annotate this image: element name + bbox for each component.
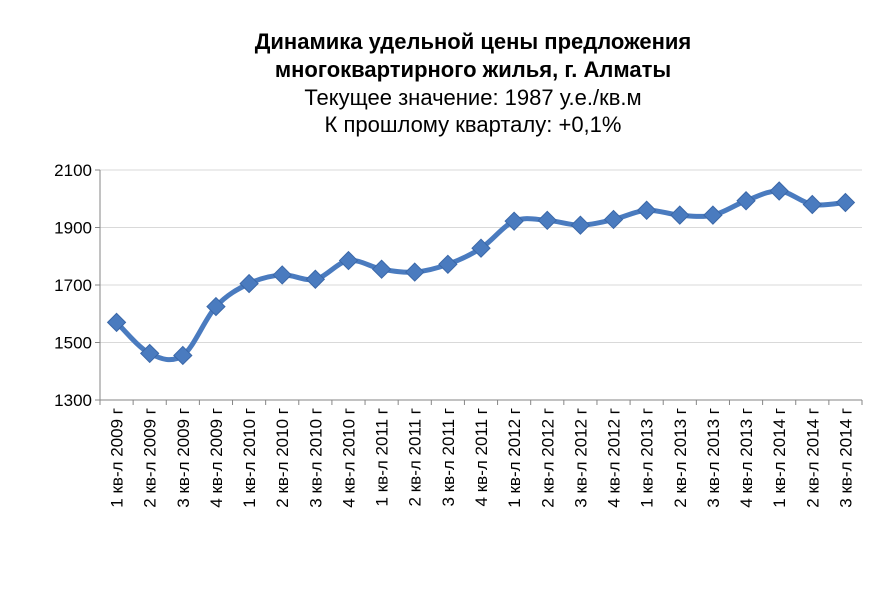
data-point-marker	[802, 194, 823, 215]
x-tick-label: 3 кв-л 2010 г	[306, 408, 325, 508]
data-point-marker	[537, 210, 557, 231]
x-tick-label: 1 кв-л 2010 г	[240, 408, 259, 508]
x-tick-label: 3 кв-л 2014 г	[836, 408, 855, 508]
y-tick-label: 1300	[54, 391, 92, 410]
axes	[95, 169, 863, 405]
chart-title: Динамика удельной цены предложения	[254, 29, 692, 54]
data-point-marker	[405, 262, 425, 282]
x-tick-label: 4 кв-л 2010 г	[339, 408, 358, 508]
x-tick-label: 4 кв-л 2009 г	[207, 408, 226, 508]
x-tick-label: 2 кв-л 2011 г	[406, 408, 425, 506]
series-line	[114, 188, 848, 363]
series-path	[114, 188, 848, 363]
data-point-marker	[338, 250, 359, 271]
x-tick-label: 4 кв-л 2013 г	[737, 408, 756, 508]
x-tick-label: 2 кв-л 2012 г	[538, 408, 557, 508]
data-point-marker	[636, 200, 657, 220]
data-point-marker	[603, 209, 624, 230]
x-tick-label: 3 кв-л 2012 г	[571, 408, 590, 508]
x-tick-label: 2 кв-л 2009 г	[141, 408, 160, 508]
x-tick-label: 3 кв-л 2013 г	[704, 408, 723, 508]
data-point-marker	[703, 205, 723, 225]
data-point-marker	[835, 192, 856, 213]
data-point-marker	[272, 265, 292, 285]
data-point-marker	[206, 296, 226, 317]
data-point-marker	[438, 254, 458, 275]
data-points	[106, 181, 856, 366]
y-tick-label: 1900	[54, 219, 92, 238]
y-tick-labels: 1300 1500 1700 1900 2100	[54, 161, 92, 410]
x-tick-label: 3 кв-л 2009 г	[174, 408, 193, 508]
chart-subtitle2: К прошлому кварталу: +0,1%	[324, 112, 622, 137]
x-tick-label: 1 кв-л 2013 г	[638, 408, 657, 508]
data-point-marker	[305, 269, 326, 289]
data-point-marker	[670, 205, 690, 225]
x-tick-label: 4 кв-л 2012 г	[605, 408, 624, 508]
x-tick-label: 2 кв-л 2010 г	[273, 408, 292, 508]
data-point-marker	[371, 259, 392, 279]
data-point-marker	[139, 343, 160, 364]
y-tick-label: 1500	[54, 334, 92, 353]
data-point-marker	[504, 211, 524, 231]
x-tick-label: 1 кв-л 2012 г	[505, 408, 524, 508]
y-tick-label: 1700	[54, 276, 92, 295]
data-point-marker	[106, 312, 127, 333]
grid-lines	[100, 169, 862, 343]
x-tick-label: 4 кв-л 2011 г	[472, 408, 491, 506]
x-tick-label: 1 кв-л 2009 г	[108, 408, 127, 508]
data-point-marker	[736, 191, 756, 211]
data-point-marker	[471, 238, 491, 258]
data-point-marker	[173, 345, 193, 366]
data-point-marker	[570, 215, 591, 235]
x-tick-label: 2 кв-л 2013 г	[671, 408, 690, 508]
x-tick-label: 1 кв-л 2011 г	[373, 408, 392, 506]
x-tick-label: 1 кв-л 2014 г	[770, 408, 789, 508]
data-point-marker	[239, 273, 259, 294]
x-tick-label: 2 кв-л 2014 г	[803, 408, 822, 508]
chart-title-line2: многоквартирного жилья, г. Алматы	[274, 57, 672, 82]
y-tick-label: 2100	[54, 161, 92, 180]
chart-title-block: Динамика удельной цены предложения много…	[0, 28, 886, 138]
chart-subtitle: Текущее значение: 1987 у.е./кв.м	[304, 85, 642, 110]
data-point-marker	[769, 181, 789, 201]
x-tick-labels: 1 кв-л 2009 г 2 кв-л 2009 г 3 кв-л 2009 г 4…	[108, 408, 856, 508]
x-tick-label: 3 кв-л 2011 г	[439, 408, 458, 506]
